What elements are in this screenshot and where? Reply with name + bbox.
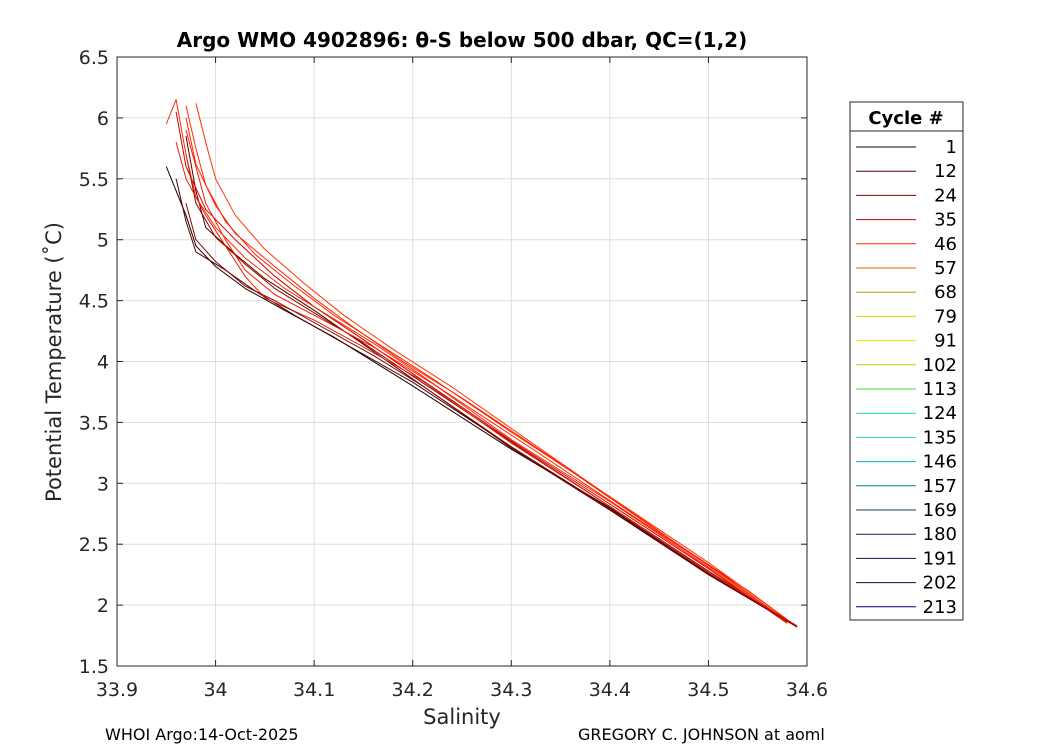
legend-entry-label: 157 xyxy=(923,476,957,497)
legend-entry-label: 146 xyxy=(923,452,957,473)
legend-entries: 1 12 24 35 46 57 68 79 91 102 113 124 135 146 157 169 18… xyxy=(856,137,957,618)
y-tick-label: 5 xyxy=(97,230,109,252)
legend-entry-label: 135 xyxy=(923,427,957,448)
legend-entry-label: 1 xyxy=(946,137,957,158)
legend-entry-label: 35 xyxy=(934,210,957,231)
legend-entry-label: 68 xyxy=(934,282,957,303)
series-line xyxy=(185,129,788,623)
legend-title: Cycle # xyxy=(868,108,943,129)
data-series xyxy=(165,99,798,628)
x-tick-label: 34 xyxy=(203,679,227,701)
chart-title: Argo WMO 4902896: θ-S below 500 dbar, QC… xyxy=(177,28,747,52)
legend-entry-label: 102 xyxy=(923,355,957,376)
y-tick-label: 5.5 xyxy=(79,169,109,191)
x-tick-label: 33.9 xyxy=(96,679,138,701)
x-tick-label: 34.6 xyxy=(786,679,828,701)
legend-entry-label: 124 xyxy=(923,403,957,424)
legend-entry-label: 91 xyxy=(934,331,957,352)
y-tick-label: 6 xyxy=(97,108,109,130)
series-line xyxy=(185,203,798,628)
legend-entry-label: 202 xyxy=(923,573,957,594)
legend-entry-label: 169 xyxy=(923,500,957,521)
y-tick-label: 4 xyxy=(97,352,109,374)
legend: Cycle # 1 12 24 35 46 57 68 79 91 102 113 124 135 146… xyxy=(849,101,964,621)
x-tick-label: 34.3 xyxy=(490,679,532,701)
y-axis-label: Potential Temperature (˚C) xyxy=(42,222,66,502)
y-tick-label: 6.5 xyxy=(79,47,109,69)
series-line xyxy=(165,99,788,623)
series-line xyxy=(195,103,788,622)
x-axis-label: Salinity xyxy=(423,705,501,729)
legend-entry-label: 57 xyxy=(934,258,957,279)
series-line xyxy=(185,136,798,628)
legend-entry-label: 180 xyxy=(923,524,957,545)
series-line xyxy=(185,117,788,621)
y-tick-label: 3.5 xyxy=(79,412,109,434)
y-tick-label: 2 xyxy=(97,595,109,617)
footer-left-text: WHOI Argo:14-Oct-2025 xyxy=(105,725,299,744)
y-tick-label: 4.5 xyxy=(79,291,109,313)
axis-ticks: 33.9 34 34.1 34.2 34.3 34.4 34.5 34.6 1.5 2 2.5 3 3.… xyxy=(79,47,828,701)
legend-entry-label: 79 xyxy=(934,306,957,327)
x-tick-label: 34.1 xyxy=(293,679,335,701)
y-tick-label: 1.5 xyxy=(79,656,109,678)
x-tick-label: 34.4 xyxy=(589,679,631,701)
legend-entry-label: 113 xyxy=(923,379,957,400)
legend-box xyxy=(849,101,964,621)
legend-entry-label: 213 xyxy=(923,597,957,618)
legend-entry-label: 24 xyxy=(934,185,957,206)
x-tick-label: 34.5 xyxy=(687,679,729,701)
legend-entry-label: 191 xyxy=(923,548,957,569)
legend-entry-label: 12 xyxy=(934,161,957,182)
x-tick-label: 34.2 xyxy=(392,679,434,701)
footer-right-text: GREGORY C. JOHNSON at aoml xyxy=(578,725,825,744)
series-line xyxy=(175,142,798,627)
y-tick-label: 3 xyxy=(97,473,109,495)
y-tick-label: 2.5 xyxy=(79,534,109,556)
legend-entry-label: 46 xyxy=(934,234,957,255)
series-line xyxy=(175,111,788,624)
